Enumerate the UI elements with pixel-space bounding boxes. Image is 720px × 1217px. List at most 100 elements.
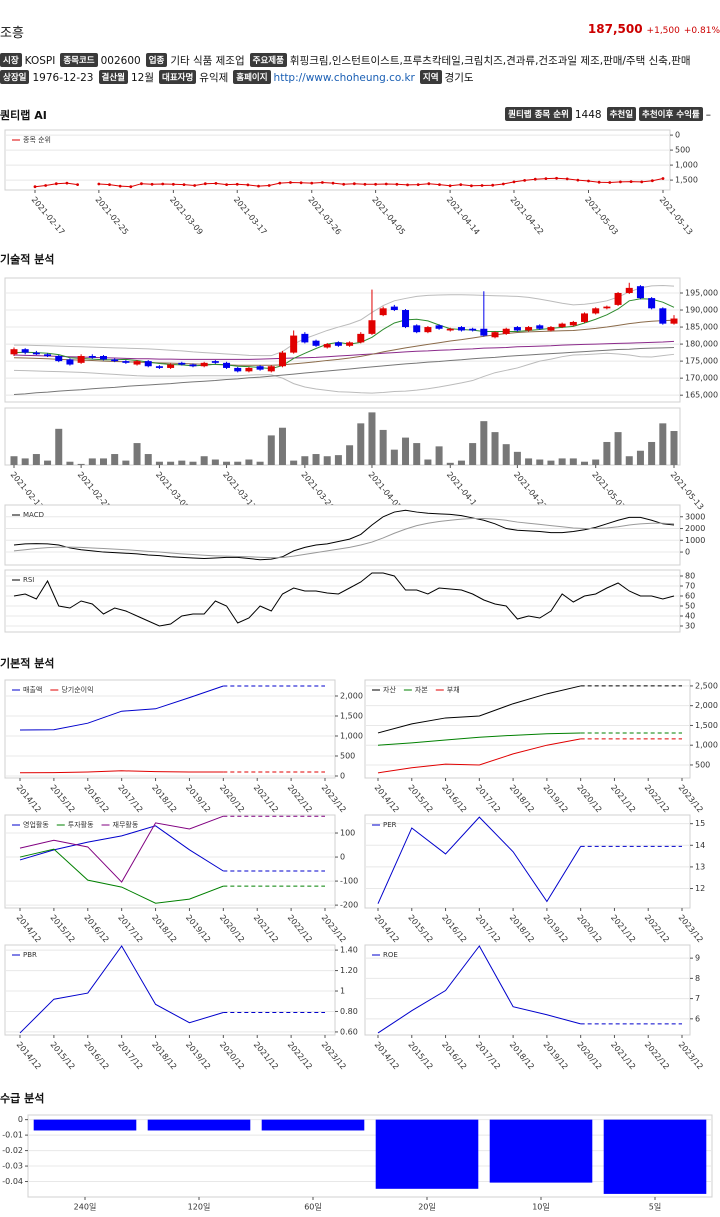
bar bbox=[648, 441, 656, 465]
series-line bbox=[377, 738, 581, 774]
y-tick-label: 0 bbox=[675, 131, 680, 140]
legend-label: 영업활동 bbox=[23, 820, 49, 829]
x-tick-label: 2023/12 bbox=[320, 783, 348, 814]
legend-label: 투자활동 bbox=[68, 820, 94, 829]
info-value: 휘핑크림,인스턴트이스트,프루츠칵테일,크림치즈,견과류,건조과일 제조,판매/… bbox=[289, 55, 691, 67]
bar bbox=[189, 461, 197, 465]
plot-frame bbox=[4, 679, 336, 779]
candle-body bbox=[133, 361, 141, 365]
bar bbox=[55, 428, 63, 465]
x-tick-label: 2022/12 bbox=[643, 913, 671, 944]
point bbox=[33, 185, 37, 189]
info-value: 경기도 bbox=[444, 72, 474, 84]
bar bbox=[267, 435, 275, 465]
point bbox=[416, 183, 420, 187]
x-tick-label: 2023/12 bbox=[677, 783, 705, 814]
x-tick-label: 60일 bbox=[304, 1203, 322, 1212]
candle-body bbox=[245, 367, 253, 372]
x-tick-label: 2017/12 bbox=[474, 783, 502, 814]
point bbox=[448, 184, 452, 188]
y-tick-label: 80 bbox=[685, 572, 695, 581]
x-tick-label: 2021-04-22 bbox=[509, 195, 546, 236]
y-tick-label: 190,000 bbox=[685, 306, 718, 315]
bar bbox=[581, 461, 589, 465]
y-tick-label: 100 bbox=[340, 829, 355, 838]
point bbox=[108, 183, 111, 187]
y-tick-label: 13 bbox=[695, 862, 705, 871]
series-line bbox=[13, 509, 675, 561]
bar bbox=[625, 456, 633, 465]
x-tick-label: 240일 bbox=[74, 1203, 97, 1212]
bar bbox=[558, 458, 566, 465]
series-line bbox=[377, 732, 581, 746]
y-tick-label: 8 bbox=[695, 974, 700, 983]
x-tick-label: 2019/12 bbox=[541, 783, 569, 814]
bar bbox=[536, 459, 544, 465]
price-change-pct: +0.81% bbox=[683, 26, 720, 36]
x-tick-label: 2020/12 bbox=[218, 1040, 246, 1071]
info-label: 지역 bbox=[419, 70, 442, 84]
y-tick-label: 1 bbox=[340, 987, 345, 996]
legend-label: 종목 순위 bbox=[23, 136, 51, 144]
point bbox=[225, 183, 228, 187]
candle-body bbox=[144, 361, 152, 367]
point bbox=[438, 183, 441, 187]
y-tick-label: 40 bbox=[685, 612, 695, 621]
point bbox=[182, 183, 186, 187]
point bbox=[459, 183, 463, 187]
y-tick-label: 0 bbox=[685, 548, 690, 557]
info-label: 업종 bbox=[145, 53, 168, 67]
y-tick-label: 14 bbox=[695, 841, 705, 850]
candle-body bbox=[513, 327, 521, 331]
y-tick-label: 1000 bbox=[685, 536, 705, 545]
y-tick-label: 2,500 bbox=[695, 681, 718, 690]
x-tick-label: 2020/12 bbox=[575, 1040, 603, 1071]
info-link[interactable]: http://www.choheung.co.kr bbox=[273, 72, 415, 84]
x-tick-label: 2018/12 bbox=[508, 783, 536, 814]
bar bbox=[446, 462, 454, 465]
candle-body bbox=[402, 310, 410, 328]
series-line bbox=[19, 815, 224, 883]
point bbox=[512, 180, 516, 184]
x-tick-label: 2015/12 bbox=[48, 783, 76, 814]
bar bbox=[10, 456, 18, 465]
y-tick-label: 30 bbox=[685, 622, 695, 631]
bar bbox=[469, 443, 477, 465]
bar bbox=[144, 454, 152, 465]
y-tick-label: 3000 bbox=[685, 512, 705, 521]
point bbox=[363, 182, 367, 186]
price-box: 187,500 +1,500 +0.81% bbox=[588, 22, 720, 36]
point bbox=[406, 183, 409, 187]
x-tick-label: 2023/12 bbox=[677, 913, 705, 944]
x-tick-label: 2021-03-26 bbox=[306, 195, 343, 236]
bar bbox=[122, 460, 130, 465]
plot-frame bbox=[4, 944, 336, 1036]
point bbox=[470, 184, 473, 188]
quantilab-badges: 퀀티랩 종목 순위 1448 추천일 추천이후 수익률 – bbox=[505, 107, 716, 121]
candle-body bbox=[525, 327, 533, 331]
legend-label: 자본 bbox=[415, 685, 428, 694]
x-tick-label: 2022/12 bbox=[286, 1040, 314, 1071]
y-tick-label: 500 bbox=[340, 752, 355, 761]
point bbox=[320, 181, 324, 184]
bar bbox=[278, 427, 286, 465]
series-line bbox=[377, 816, 582, 904]
bar bbox=[480, 421, 488, 465]
x-tick-label: 2014/12 bbox=[373, 783, 401, 814]
point bbox=[278, 181, 282, 185]
y-tick-label: -100 bbox=[340, 877, 358, 886]
candle-body bbox=[536, 325, 544, 329]
legend-label: MACD bbox=[23, 511, 44, 519]
candle-body bbox=[603, 306, 611, 309]
x-tick-label: 2021-02-25 bbox=[93, 195, 130, 236]
quantilab-value: – bbox=[705, 109, 711, 121]
y-tick-label: 1.20 bbox=[340, 966, 358, 975]
plot-frame bbox=[364, 944, 691, 1036]
point bbox=[342, 182, 346, 186]
candle-body bbox=[290, 335, 298, 353]
y-tick-label: 2,000 bbox=[340, 692, 363, 701]
series-line bbox=[377, 685, 581, 734]
bar bbox=[491, 432, 499, 465]
x-tick-label: 2021/12 bbox=[252, 913, 280, 944]
legend-label: PER bbox=[383, 821, 397, 829]
